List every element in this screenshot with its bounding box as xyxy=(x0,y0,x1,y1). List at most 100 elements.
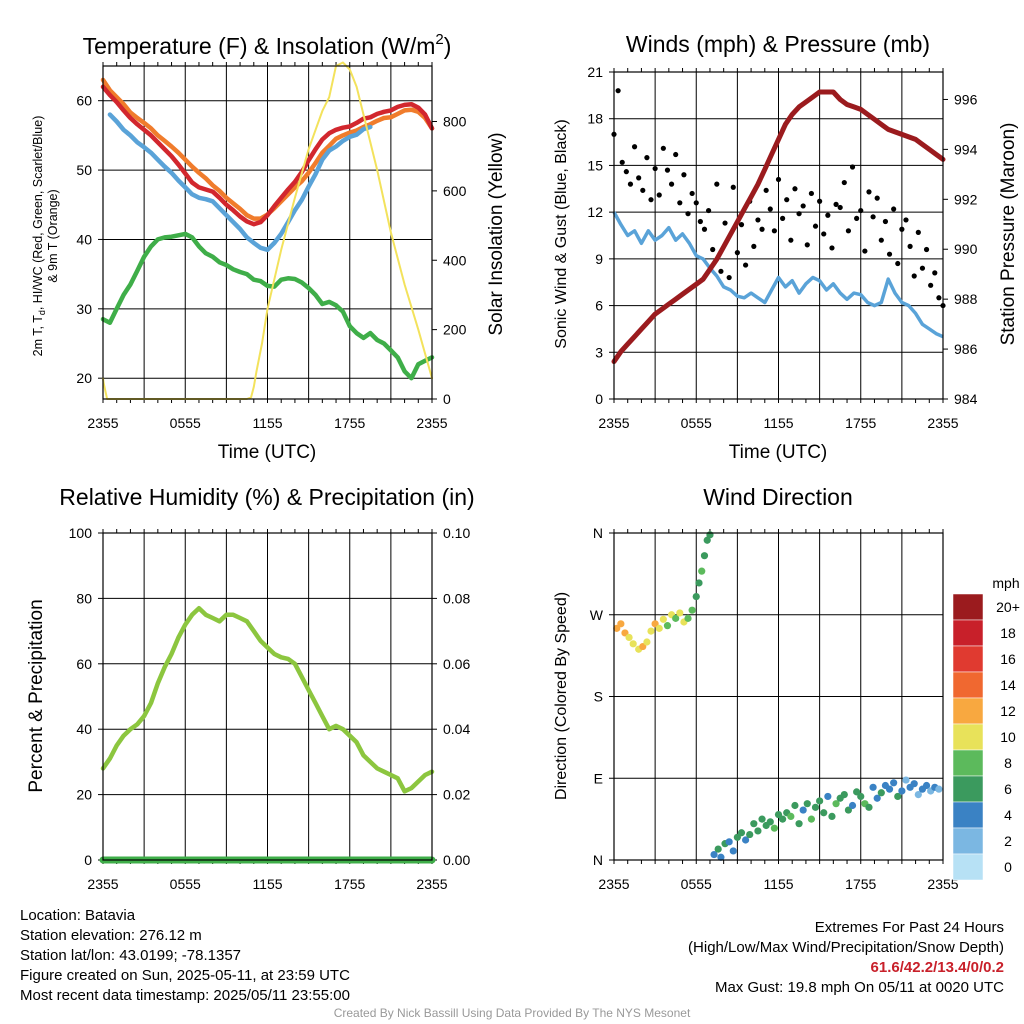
gust-point xyxy=(734,250,740,256)
direction-point xyxy=(688,606,696,614)
colorbar-label: 12 xyxy=(1000,703,1016,719)
colorbar-title: mph xyxy=(992,575,1019,591)
gust-point xyxy=(759,226,765,232)
rh-ytick-label: 20 xyxy=(76,787,92,803)
temp-ytick-label: 50 xyxy=(76,162,92,178)
gust-point xyxy=(808,190,815,197)
rh-xtick-label: 2355 xyxy=(87,876,118,892)
dir-xtick-label: 1755 xyxy=(845,876,876,892)
dir-ytick-label: S xyxy=(594,689,603,705)
gust-point xyxy=(812,223,819,229)
gust-point xyxy=(923,246,930,253)
colorbar-label: 14 xyxy=(1000,677,1016,693)
direction-point xyxy=(877,789,885,797)
gust-point xyxy=(817,198,823,204)
extremes-info: Extremes For Past 24 Hours (High/Low/Max… xyxy=(688,918,1004,998)
precip-ytick-label: 0.02 xyxy=(443,787,470,803)
temp-xtick-label: 1755 xyxy=(334,415,365,431)
gust-point xyxy=(668,181,675,187)
wind-ytick-label: 0 xyxy=(595,391,603,407)
gust-point xyxy=(804,242,810,248)
humidity-title: Relative Humidity (%) & Precipitation (i… xyxy=(59,484,474,510)
direction-point xyxy=(873,794,881,802)
gust-point xyxy=(697,218,703,225)
rh-xtick-label: 1155 xyxy=(252,876,282,892)
wind-xtick-label: 2355 xyxy=(927,415,958,431)
temp-xtick-label: 2355 xyxy=(416,415,447,431)
gust-point xyxy=(919,265,926,271)
winds-panel: Winds (mph) & Pressure (mb) 2355 0555 1155… xyxy=(553,31,1019,463)
dir-ytick-label: N xyxy=(593,852,603,868)
pressure-ytick-label: 994 xyxy=(954,141,978,157)
gust-point xyxy=(738,222,745,228)
gust-point xyxy=(833,201,839,207)
direction-point xyxy=(676,609,684,617)
direction-point xyxy=(698,567,706,575)
temp-xtick-label: 0555 xyxy=(170,415,201,431)
gust-point xyxy=(882,218,889,225)
gust-point xyxy=(788,237,794,243)
colorbar-swatch xyxy=(952,723,984,751)
gust-point xyxy=(660,145,666,151)
wind-direction-plot-area: 2355 0555 1155 1755 2355 N E S W N xyxy=(590,525,959,892)
colorbar-label: 0 xyxy=(1004,859,1012,875)
gust-point xyxy=(825,212,831,218)
wind-xtick-label: 2355 xyxy=(598,415,629,431)
temp-series-line-3 xyxy=(100,231,435,381)
gust-point xyxy=(705,207,712,214)
direction-point xyxy=(840,791,848,799)
gust-point xyxy=(710,246,716,253)
figure-created: Figure created on Sun, 2025-05-11, at 23… xyxy=(20,967,350,984)
direction-point xyxy=(848,801,857,810)
direction-point xyxy=(869,783,877,791)
gust-point xyxy=(722,220,728,226)
direction-point xyxy=(914,791,922,799)
gust-point xyxy=(681,172,687,178)
gust-point xyxy=(915,229,921,235)
precip-ytick-label: 0.04 xyxy=(443,721,470,737)
gust-point xyxy=(771,228,777,234)
direction-point xyxy=(811,803,820,811)
wind-ytick-label: 12 xyxy=(587,204,603,220)
direction-point xyxy=(824,792,832,801)
direction-point xyxy=(663,622,672,630)
colorbar-label: 18 xyxy=(1000,625,1016,641)
gust-point xyxy=(689,190,695,197)
gust-point xyxy=(870,214,876,220)
dir-xtick-label: 2355 xyxy=(598,876,629,892)
gust-point xyxy=(701,226,708,232)
gust-point xyxy=(644,155,650,161)
gust-point xyxy=(886,251,893,257)
temperature-ylabel: 2m T, Td, HI/WC (Red, Green, Scarlet/Blu… xyxy=(31,116,47,357)
temp-series-line-1 xyxy=(107,112,373,253)
gust-point xyxy=(837,204,843,211)
temperature-y2label: Solar Insolation (Yellow) xyxy=(486,132,507,335)
temp-series-line-2 xyxy=(100,84,435,227)
direction-point xyxy=(672,614,680,622)
pressure-ytick-label: 992 xyxy=(954,191,978,207)
pressure-ytick-label: 986 xyxy=(954,341,978,357)
colorbar-swatch xyxy=(952,801,984,829)
gust-point xyxy=(891,206,897,212)
direction-point xyxy=(807,815,816,823)
gust-point xyxy=(673,151,679,158)
gust-point xyxy=(932,270,938,276)
gust-point xyxy=(936,295,942,301)
insolation-ytick-label: 800 xyxy=(443,114,467,130)
dir-ytick-label: N xyxy=(593,525,603,541)
insolation-ytick-label: 0 xyxy=(443,391,451,407)
sonic-wind-line xyxy=(612,211,944,339)
gust-point xyxy=(664,167,671,173)
precip-ytick-label: 0.06 xyxy=(443,656,470,672)
direction-point xyxy=(885,785,894,793)
gust-point xyxy=(656,192,662,198)
colorbar-label: 4 xyxy=(1004,807,1012,823)
insolation-ytick-label: 400 xyxy=(443,252,467,268)
rh-frame xyxy=(102,532,433,861)
dir-ytick-label: E xyxy=(594,770,603,786)
direction-point xyxy=(754,827,762,835)
wind-ytick-label: 21 xyxy=(587,64,603,80)
direction-point xyxy=(766,818,774,826)
direction-point xyxy=(706,531,714,539)
gust-point xyxy=(751,243,757,249)
